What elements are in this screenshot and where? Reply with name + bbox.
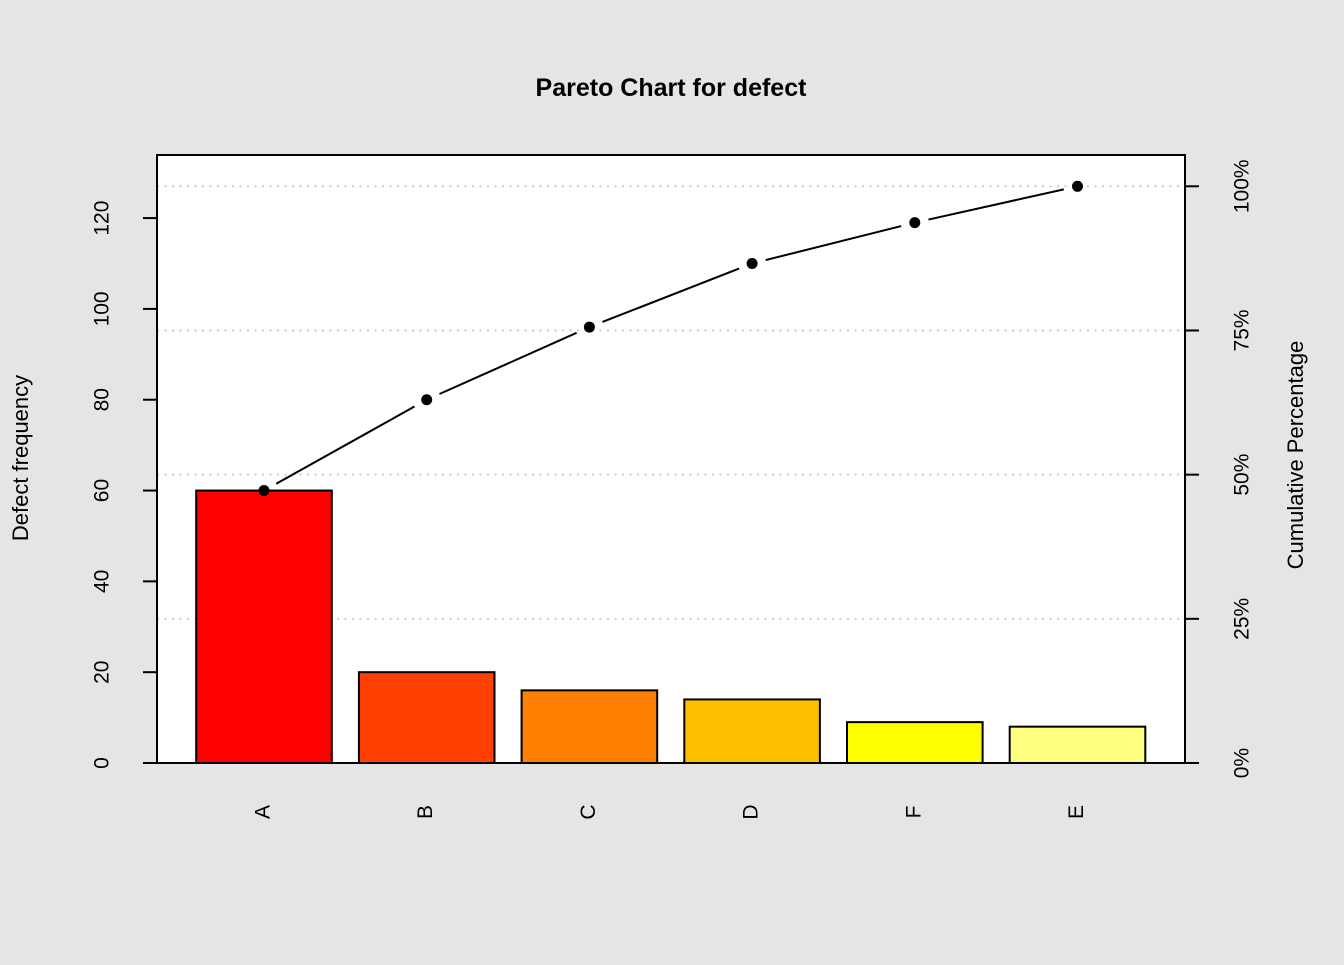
right-tick-label-0: 0% bbox=[1231, 748, 1254, 778]
y-axis-label-left: Defect frequency bbox=[8, 375, 33, 541]
right-tick-label-75: 75% bbox=[1231, 309, 1254, 351]
left-tick-label-60: 60 bbox=[91, 479, 114, 502]
plot-border bbox=[156, 154, 1186, 764]
gridlines bbox=[157, 185, 1185, 620]
chart-title: Pareto Chart for defect bbox=[536, 74, 808, 102]
category-label-E: E bbox=[1065, 805, 1088, 819]
category-label-C: C bbox=[577, 804, 600, 819]
cumulative-segment-3 bbox=[765, 225, 902, 262]
bar-C bbox=[520, 689, 659, 765]
cumulative-line bbox=[258, 180, 1083, 497]
cumulative-segment-1 bbox=[439, 331, 578, 395]
left-tick-label-40: 40 bbox=[91, 570, 114, 593]
left-tick-label-20: 20 bbox=[91, 661, 114, 684]
cumulative-segment-0 bbox=[275, 405, 415, 485]
cumulative-segment-4 bbox=[928, 188, 1065, 221]
axis-ticks: 0 20 40 60 80 100 120 0% 25% 50% 75% 100% bbox=[91, 159, 1254, 778]
category-label-A: A bbox=[252, 805, 275, 819]
category-label-D: D bbox=[740, 804, 763, 819]
cumulative-point-C bbox=[583, 321, 595, 333]
cumulative-point-A bbox=[258, 485, 270, 497]
right-tick-label-50: 50% bbox=[1231, 454, 1254, 496]
bar-B bbox=[357, 671, 496, 764]
cumulative-segment-2 bbox=[602, 267, 740, 323]
bar-D bbox=[683, 698, 821, 764]
left-tick-label-120: 120 bbox=[91, 201, 114, 236]
left-tick-label-0: 0 bbox=[91, 757, 114, 769]
bar-A bbox=[195, 489, 333, 764]
category-label-B: B bbox=[414, 805, 437, 819]
cumulative-point-E bbox=[1072, 180, 1083, 192]
bar-F bbox=[846, 721, 984, 764]
left-tick-label-100: 100 bbox=[91, 291, 114, 326]
right-tick-label-100: 100% bbox=[1231, 159, 1254, 213]
left-tick-label-80: 80 bbox=[91, 388, 114, 411]
cumulative-point-D bbox=[746, 257, 758, 269]
right-tick-label-25: 25% bbox=[1231, 598, 1254, 640]
cumulative-point-F bbox=[909, 217, 921, 229]
y-axis-label-right: Cumulative Percentage bbox=[1283, 341, 1308, 570]
cumulative-point-B bbox=[421, 394, 433, 406]
bar-E bbox=[1008, 725, 1147, 764]
plot-box bbox=[156, 154, 1186, 764]
category-label-F: F bbox=[902, 806, 925, 819]
